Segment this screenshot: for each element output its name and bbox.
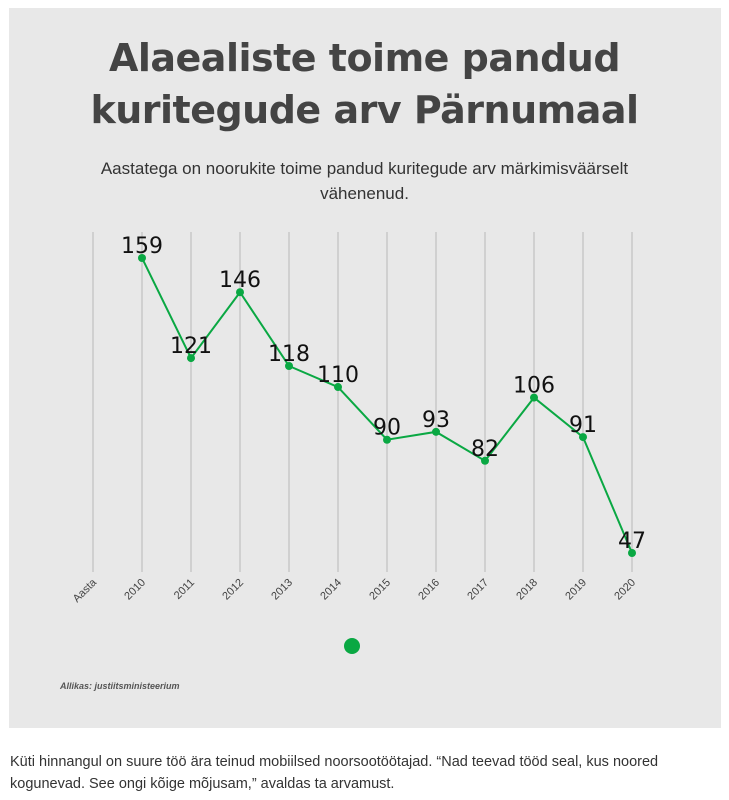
x-tick-label: 2019 [563, 577, 589, 603]
data-point [285, 361, 293, 370]
data-label: 106 [513, 374, 555, 399]
x-tick-label: 2016 [416, 577, 442, 603]
x-tick-label: 2020 [612, 577, 638, 603]
x-tick-label: 2014 [318, 577, 344, 603]
data-point [628, 549, 636, 557]
chart-title: Alaealiste toime pandud kuritegude arv P… [90, 36, 639, 132]
x-tick-label: 2013 [269, 577, 295, 603]
data-point [334, 383, 342, 392]
data-label: 159 [121, 234, 163, 259]
chart-card [9, 8, 721, 728]
data-label: 118 [268, 342, 310, 367]
line-chart: Aasta 2010 2011 2012 2013 2014 2015 2016 2017 201… [71, 232, 646, 654]
data-label: 90 [373, 416, 401, 441]
x-tick-label: 2011 [172, 577, 197, 602]
data-point [138, 253, 146, 262]
data-point [481, 456, 489, 465]
data-point [236, 288, 244, 297]
data-point [187, 354, 195, 363]
x-tick-label: 2010 [122, 577, 148, 603]
x-tick-label: 2018 [514, 577, 540, 603]
data-point [383, 435, 391, 444]
data-label: 146 [219, 268, 261, 293]
data-label: 93 [422, 408, 450, 433]
source-note: Allikas: justiitsministeerium [60, 681, 180, 691]
x-tick-label: 2017 [465, 577, 491, 603]
x-tick-label: 2012 [220, 577, 246, 603]
data-point [530, 393, 538, 402]
data-label: 47 [618, 529, 646, 554]
article-paragraph: Küti hinnangul on suure töö ära teinud m… [10, 754, 659, 792]
x-tick-label: 2015 [367, 577, 393, 603]
data-label: 121 [170, 334, 212, 359]
data-label: 91 [569, 413, 597, 438]
legend-marker [344, 638, 360, 654]
chart-subtitle: Aastatega on noorukite toime pandud kuri… [100, 159, 629, 203]
data-label: 82 [471, 437, 499, 462]
data-point [579, 433, 587, 442]
data-point [432, 427, 440, 436]
x-tick-label: Aasta [71, 576, 100, 605]
data-label: 110 [317, 363, 359, 388]
